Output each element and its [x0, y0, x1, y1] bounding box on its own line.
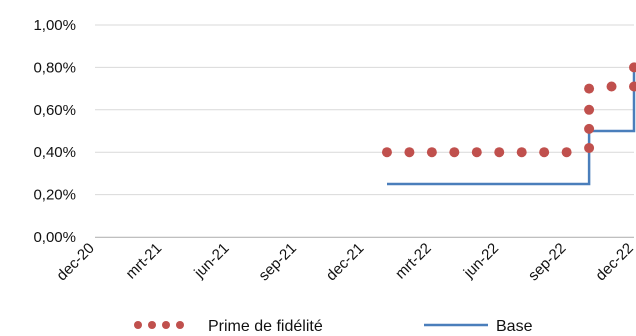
x-tick-label: dec-21 [323, 240, 367, 284]
data-point-prime [404, 147, 415, 158]
legend-marker-prime [176, 321, 184, 329]
y-tick-label: 0,60% [33, 102, 76, 119]
data-point-prime [606, 81, 617, 92]
data-point-prime [516, 147, 527, 158]
data-point-prime [584, 142, 595, 153]
x-tick-label: mrt-21 [123, 240, 166, 283]
x-tick-label: mrt-22 [392, 240, 435, 283]
y-tick-label: 0,40% [33, 144, 76, 161]
gridlines [95, 24, 634, 238]
data-point-prime [494, 147, 505, 158]
y-tick-label: 0,80% [33, 59, 76, 76]
x-tick-label: dec-20 [53, 240, 97, 284]
data-point-prime [539, 147, 550, 158]
data-point-prime [584, 83, 595, 94]
data-point-prime [629, 81, 636, 92]
x-tick-label: jun-22 [460, 240, 502, 282]
series [381, 62, 636, 186]
y-tick-label: 0,00% [33, 229, 76, 246]
data-point-prime [561, 147, 572, 158]
legend-label-prime: Prime de fidélité [208, 318, 323, 335]
x-tick-label: sep-22 [525, 240, 569, 284]
legend-marker-prime [134, 321, 142, 329]
data-point-prime [426, 147, 437, 158]
data-point-prime [471, 147, 482, 158]
x-tick-label: sep-21 [255, 240, 299, 284]
data-point-prime [584, 123, 595, 134]
y-tick-label: 0,20% [33, 187, 76, 204]
legend-marker-prime [162, 321, 170, 329]
legend-marker-prime [148, 321, 156, 329]
data-point-prime [584, 104, 595, 115]
y-tick-label: 1,00% [33, 17, 76, 34]
data-point-prime [449, 147, 460, 158]
legend: Prime de fidélité Base [134, 318, 533, 335]
data-point-prime [381, 147, 392, 158]
legend-label-base: Base [496, 318, 533, 335]
x-tick-label: dec-22 [592, 240, 636, 284]
x-tick-label: jun-21 [190, 240, 232, 282]
series-line-base [387, 67, 636, 186]
data-point-prime [629, 62, 636, 73]
